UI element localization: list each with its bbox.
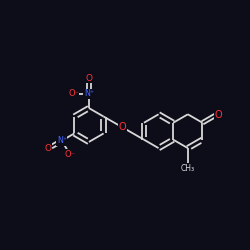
Text: O: O xyxy=(214,110,222,120)
Text: CH₃: CH₃ xyxy=(181,164,195,173)
Text: O: O xyxy=(119,122,126,132)
Text: O⁻: O⁻ xyxy=(68,89,79,98)
Text: O: O xyxy=(45,144,52,153)
Text: N⁺: N⁺ xyxy=(57,136,67,145)
Text: O⁻: O⁻ xyxy=(64,150,75,158)
Text: O: O xyxy=(86,74,92,83)
Text: N⁺: N⁺ xyxy=(84,89,94,98)
